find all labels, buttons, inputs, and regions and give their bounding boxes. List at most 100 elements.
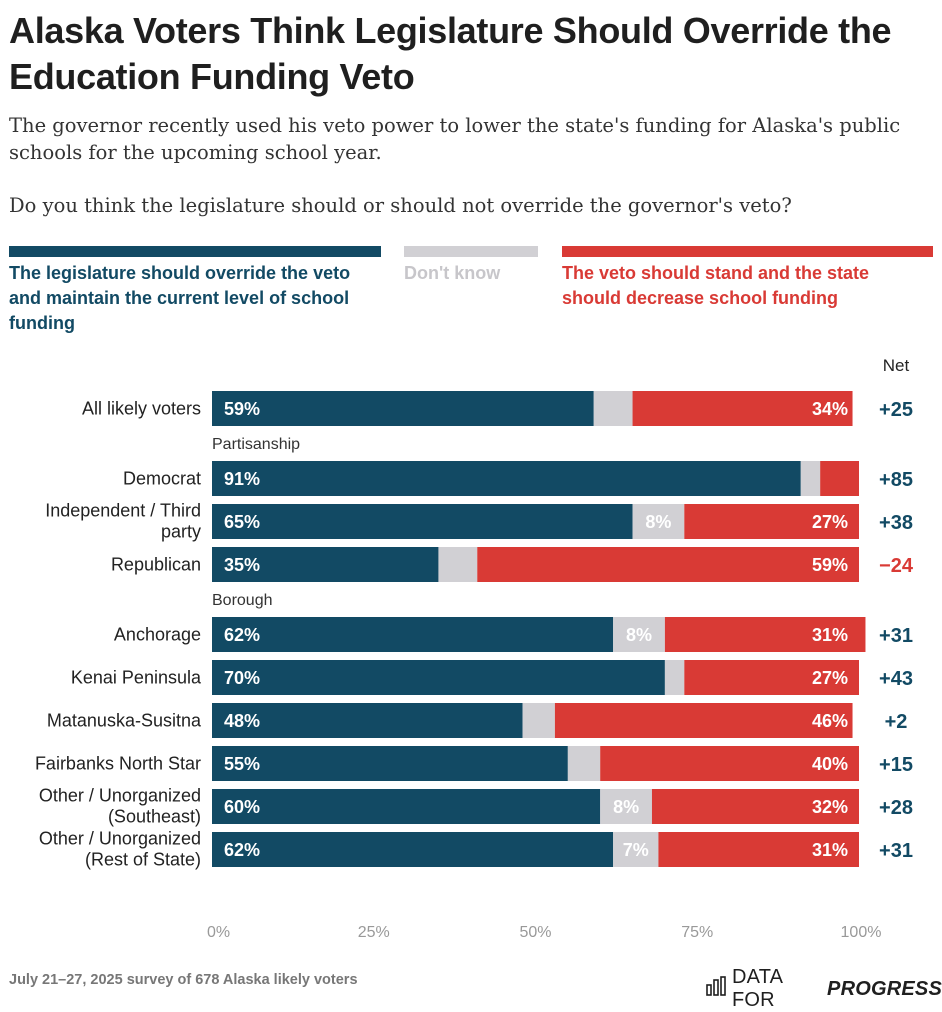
brand-logo: DATA FOR PROGRESS	[706, 966, 942, 1012]
net-value-fairbanks-north-star: +15	[879, 754, 913, 776]
net-value-anchorage: +31	[879, 625, 913, 647]
category-label-other-unorganized-rest-of-state: Other / Unorganized (Rest of State)	[39, 829, 201, 870]
bar-override-other-unorganized-southeast	[212, 789, 601, 824]
net-value-republican: −24	[879, 555, 914, 577]
category-label-anchorage: Anchorage	[114, 625, 201, 645]
bar-override-anchorage	[212, 617, 614, 652]
bar-dontknow-other-unorganized-southeast	[600, 789, 652, 824]
x-tick-label: 100%	[841, 924, 882, 941]
legend-swatch-stand	[562, 246, 933, 257]
data-label-override-all-likely-voters: 59%	[224, 399, 260, 419]
legend-label-stand: The veto should stand and the state shou…	[562, 263, 870, 308]
bar-dontknow-other-unorganized-rest-of-state	[613, 832, 659, 867]
data-label-dontknow-other-unorganized-southeast: 8%	[613, 797, 639, 817]
x-tick-label: 50%	[519, 924, 551, 941]
data-label-stand-matanuska-susitna: 46%	[812, 711, 848, 731]
x-tick-label: 75%	[681, 924, 713, 941]
bar-override-kenai-peninsula	[212, 660, 665, 695]
bar-stand-anchorage	[664, 617, 866, 652]
category-label-other-unorganized-southeast: Other / Unorganized (Southeast)	[39, 786, 201, 827]
x-tick-label: 0%	[207, 924, 230, 941]
data-label-stand-other-unorganized-southeast: 32%	[812, 797, 848, 817]
net-value-kenai-peninsula: +43	[879, 668, 913, 690]
survey-question: Do you think the legislature should or s…	[9, 194, 792, 217]
x-tick-label: 25%	[358, 924, 390, 941]
bar-stand-democrat	[820, 461, 859, 496]
section-label-partisanship: Partisanship	[212, 436, 301, 453]
category-label-democrat: Democrat	[123, 469, 201, 489]
bar-override-republican	[212, 547, 439, 582]
legend-label-override: The legislature should override the veto…	[9, 263, 351, 333]
data-label-stand-other-unorganized-rest-of-state: 31%	[812, 840, 848, 860]
bar-stand-other-unorganized-southeast	[651, 789, 859, 824]
bar-stand-matanuska-susitna	[554, 703, 853, 738]
bar-override-other-unorganized-rest-of-state	[212, 832, 614, 867]
data-label-override-republican: 35%	[224, 555, 260, 575]
bar-stand-republican	[477, 547, 859, 582]
data-label-dontknow-anchorage: 8%	[626, 625, 652, 645]
data-label-stand-republican: 59%	[812, 555, 848, 575]
bar-override-all-likely-voters	[212, 391, 594, 426]
data-label-stand-kenai-peninsula: 27%	[812, 668, 848, 688]
chart-subtitle: The governor recently used his veto powe…	[9, 114, 901, 164]
bar-dontknow-independent-third-party	[632, 504, 685, 539]
bar-chart-icon	[706, 976, 726, 1002]
category-label-all-likely-voters: All likely voters	[82, 399, 201, 419]
bar-dontknow-fairbanks-north-star	[567, 746, 601, 781]
brand-name-bold: PROGRESS	[827, 977, 942, 1000]
legend-swatch-dontknow	[404, 246, 538, 257]
stacked-bar-chart: All likely voters 59% 34% +25 Democrat 91% +85…	[35, 391, 914, 941]
net-value-other-unorganized-rest-of-state: +31	[879, 840, 913, 862]
brand-name-light: DATA FOR	[732, 966, 783, 1011]
bar-stand-other-unorganized-rest-of-state	[658, 832, 859, 867]
bar-override-democrat	[212, 461, 801, 496]
data-label-override-democrat: 91%	[224, 469, 260, 489]
net-value-independent-third-party: +38	[879, 512, 913, 534]
data-label-override-matanuska-susitna: 48%	[224, 711, 260, 731]
bar-dontknow-anchorage	[613, 617, 665, 652]
bar-dontknow-matanuska-susitna	[522, 703, 555, 738]
survey-source-note: July 21–27, 2025 survey of 678 Alaska li…	[9, 972, 358, 988]
category-label-fairbanks-north-star: Fairbanks North Star	[35, 754, 201, 774]
legend-label-dontknow: Don't know	[404, 263, 501, 283]
net-value-matanuska-susitna: +2	[885, 711, 908, 733]
category-label-line: party	[161, 522, 201, 542]
category-label-line: (Rest of State)	[85, 850, 201, 870]
category-label-line: (Southeast)	[108, 807, 201, 827]
data-label-override-other-unorganized-rest-of-state: 62%	[224, 840, 260, 860]
bar-stand-all-likely-voters	[632, 391, 853, 426]
bar-override-fairbanks-north-star	[212, 746, 568, 781]
data-label-stand-independent-third-party: 27%	[812, 512, 848, 532]
bar-dontknow-democrat	[800, 461, 821, 496]
data-label-override-other-unorganized-southeast: 60%	[224, 797, 260, 817]
category-label-independent-third-party: Independent / Third party	[45, 501, 201, 542]
data-label-override-fairbanks-north-star: 55%	[224, 754, 260, 774]
bar-stand-kenai-peninsula	[684, 660, 859, 695]
category-label-line: Independent / Third	[45, 501, 201, 521]
net-column-header: Net	[882, 356, 910, 375]
category-label-republican: Republican	[111, 555, 201, 575]
data-label-dontknow-other-unorganized-rest-of-state: 7%	[623, 840, 649, 860]
net-value-all-likely-voters: +25	[879, 399, 913, 421]
data-label-override-kenai-peninsula: 70%	[224, 668, 260, 688]
bar-override-independent-third-party	[212, 504, 633, 539]
data-label-stand-all-likely-voters: 34%	[812, 399, 848, 419]
category-label-line: Other / Unorganized	[39, 786, 201, 806]
data-label-override-independent-third-party: 65%	[224, 512, 260, 532]
category-label-line: Other / Unorganized	[39, 829, 201, 849]
net-value-democrat: +85	[879, 469, 913, 491]
data-label-override-anchorage: 62%	[224, 625, 260, 645]
bar-override-matanuska-susitna	[212, 703, 523, 738]
bar-dontknow-republican	[438, 547, 478, 582]
legend-swatch-override	[9, 246, 381, 257]
bar-stand-fairbanks-north-star	[600, 746, 859, 781]
data-label-stand-anchorage: 31%	[812, 625, 848, 645]
net-value-other-unorganized-southeast: +28	[879, 797, 913, 819]
bar-dontknow-kenai-peninsula	[664, 660, 685, 695]
chart-title: Alaska Voters Think Legislature Should O…	[9, 10, 892, 97]
bar-stand-independent-third-party	[684, 504, 859, 539]
category-label-matanuska-susitna: Matanuska-Susitna	[47, 711, 202, 731]
section-label-borough: Borough	[212, 592, 273, 609]
bar-dontknow-all-likely-voters	[593, 391, 633, 426]
data-label-dontknow-independent-third-party: 8%	[645, 512, 671, 532]
